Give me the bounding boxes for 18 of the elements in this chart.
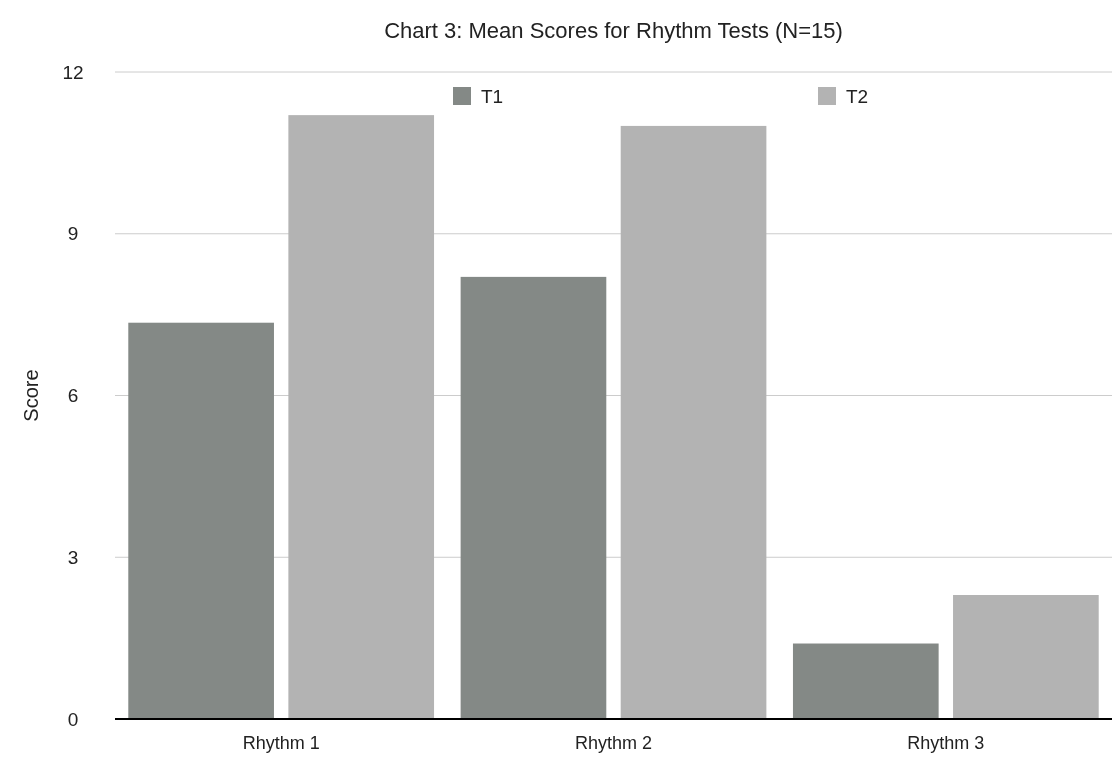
y-tick-label: 9 (67, 223, 79, 245)
y-tick-label: 3 (67, 546, 79, 568)
y-tick-label: 0 (67, 708, 79, 730)
x-tick-label: Rhythm 3 (907, 733, 985, 753)
y-tick-label: 6 (67, 385, 79, 407)
bar (620, 125, 767, 719)
legend-label: T2 (846, 85, 869, 107)
bar (953, 594, 1099, 719)
y-tick-label: 12 (62, 61, 84, 83)
legend-label: T1 (481, 85, 504, 107)
bar (288, 115, 435, 719)
bar (460, 276, 607, 719)
x-tick-label: Rhythm 1 (242, 733, 320, 753)
x-tick-label: Rhythm 2 (574, 733, 653, 753)
y-axis-title: Score (20, 369, 42, 422)
bar (792, 643, 939, 719)
chart-title: Chart 3: Mean Scores for Rhythm Tests (N=15) (384, 18, 843, 43)
bar (128, 322, 274, 719)
